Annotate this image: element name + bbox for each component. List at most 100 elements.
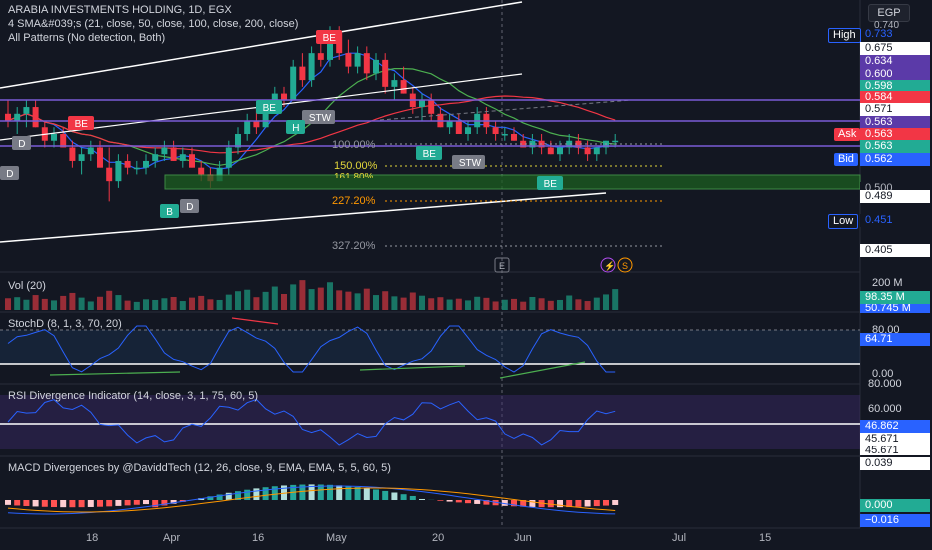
pattern-badge-d-text: D xyxy=(18,139,25,150)
macd-histogram-bar xyxy=(584,500,591,507)
macd-histogram-bar xyxy=(593,500,600,507)
volume-bar xyxy=(584,301,591,310)
symbol-title[interactable]: ARABIA INVESTMENTS HOLDING, 1D, EGX xyxy=(8,4,232,16)
volume-bar xyxy=(336,290,343,310)
volume-bar xyxy=(373,295,379,310)
volume-bar xyxy=(547,300,554,310)
macd-histogram-bar xyxy=(216,494,223,500)
macd-histogram-bar xyxy=(437,500,444,501)
candle-body xyxy=(308,53,315,81)
candle-body xyxy=(106,167,113,182)
macd-histogram-bar xyxy=(511,500,517,507)
volume-bar xyxy=(363,288,370,310)
volume-bar xyxy=(69,292,76,310)
pattern-badge-be xyxy=(416,146,442,160)
volume-bar xyxy=(23,299,30,310)
macd-histogram-bar xyxy=(235,491,241,500)
rsi-scale-upper: 60.000 xyxy=(868,403,902,415)
volume-bar xyxy=(124,300,131,310)
macd-histogram-bar xyxy=(41,500,48,507)
candle-body xyxy=(566,140,573,148)
candle-body xyxy=(520,140,527,148)
macd-legend[interactable]: MACD Divergences by @DaviddTech (12, 26,… xyxy=(8,462,391,474)
sma-legend[interactable]: 4 SMA&#039;s (21, close, 50, close, 100,… xyxy=(8,18,299,30)
candle-body xyxy=(170,147,177,161)
volume-bar xyxy=(207,299,214,310)
volume-bar xyxy=(308,289,315,310)
macd-value-tag-2: −0.016 xyxy=(860,514,930,527)
macd-histogram-bar xyxy=(603,500,609,506)
volume-bar xyxy=(345,291,352,310)
volume-bar xyxy=(391,296,398,310)
macd-histogram-bar xyxy=(253,488,260,500)
pattern-badge-b xyxy=(160,204,179,218)
macd-histogram-bar xyxy=(373,489,379,500)
currency-button[interactable]: EGP xyxy=(868,4,910,22)
stoch-scale-bottom: 0.00 xyxy=(872,368,894,380)
candle-body xyxy=(60,134,67,148)
price-tag-label-low: Low xyxy=(828,214,859,229)
candle-body xyxy=(547,147,554,155)
price-tag-label-high: High xyxy=(828,28,861,43)
macd-histogram-bar xyxy=(32,500,39,507)
candle-body xyxy=(32,107,39,128)
volume-bar xyxy=(152,299,159,310)
stoch-legend[interactable]: StochD (8, 1, 3, 70, 20) xyxy=(8,318,122,330)
pattern-badge-d-text: D xyxy=(6,169,13,180)
volume-bar xyxy=(483,297,490,310)
macd-histogram-bar xyxy=(354,487,361,500)
macd-histogram-bar xyxy=(400,494,407,500)
volume-bar xyxy=(133,301,140,310)
price-tag-0.562: 0.562 xyxy=(860,153,930,166)
macd-histogram-bar xyxy=(60,500,67,508)
pattern-badge-stw xyxy=(302,110,335,124)
macd-histogram-bar xyxy=(124,500,131,506)
volume-bar xyxy=(382,291,389,310)
pattern-badge-d xyxy=(0,166,19,180)
stoch-line xyxy=(7,325,616,373)
macd-histogram-bar xyxy=(23,500,30,506)
candle-body xyxy=(455,120,462,134)
macd-histogram-bar xyxy=(87,500,94,507)
candle-body xyxy=(23,107,30,114)
pattern-badge-be-text: BE xyxy=(423,149,437,160)
macd-histogram-bar xyxy=(336,485,343,500)
macd-histogram-bar xyxy=(474,500,481,504)
candle-body xyxy=(78,154,85,161)
channel-lower-line xyxy=(0,192,607,243)
volume-bar xyxy=(446,299,453,310)
volume-bar xyxy=(179,301,186,310)
rsi-value-tag-4: 0.039 xyxy=(860,457,930,470)
volume-bar xyxy=(189,297,195,310)
volume-bar xyxy=(290,284,297,310)
time-tick: 15 xyxy=(759,532,772,544)
time-tick: Apr xyxy=(163,532,181,544)
candle-body xyxy=(557,147,563,155)
rsi-legend[interactable]: RSI Divergence Indicator (14, close, 3, … xyxy=(8,390,259,402)
pattern-badge-be xyxy=(256,100,282,114)
volume-bar xyxy=(32,295,39,310)
macd-histogram-bar xyxy=(78,500,85,508)
candle-body xyxy=(290,66,297,101)
volume-bar xyxy=(51,300,57,310)
volume-bar xyxy=(216,299,223,310)
macd-histogram-bar xyxy=(299,484,306,500)
candle-body xyxy=(281,93,287,101)
earnings-marker-text: E xyxy=(499,261,505,271)
macd-histogram-bar xyxy=(97,500,103,507)
macd-histogram-bar xyxy=(557,500,563,508)
macd-histogram-bar xyxy=(14,500,21,506)
macd-histogram-bar xyxy=(529,500,536,507)
candle-body xyxy=(317,53,324,60)
candle-body xyxy=(51,134,57,141)
volume-bar xyxy=(529,296,536,310)
patterns-legend[interactable]: All Patterns (No detection, Both) xyxy=(8,32,166,44)
volume-bar xyxy=(14,297,21,310)
candle-body xyxy=(161,147,168,155)
stoch-divergence-bear xyxy=(231,317,279,325)
volume-legend[interactable]: Vol (20) xyxy=(8,280,46,292)
price-tag-0.598: 0.598 xyxy=(860,80,930,93)
candle-body xyxy=(354,53,361,67)
price-tag-0.584: 0.584 xyxy=(860,91,930,104)
